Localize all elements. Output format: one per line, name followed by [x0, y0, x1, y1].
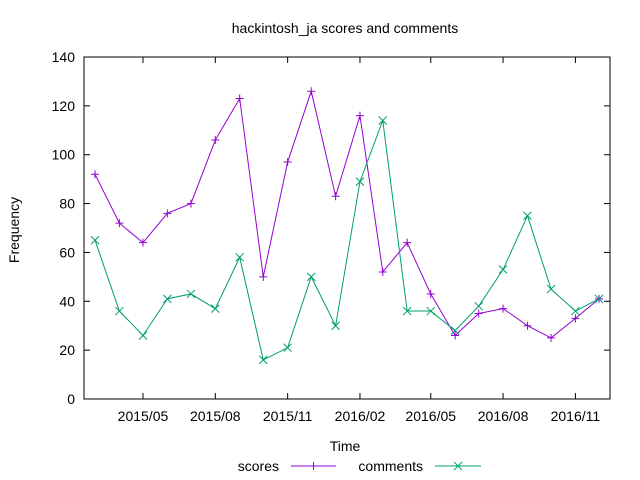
data-point-scores	[235, 94, 244, 103]
y-tick-label: 80	[59, 196, 75, 212]
x-tick-label: 2015/11	[263, 408, 313, 424]
plot-frame	[83, 56, 611, 400]
y-tick-label: 120	[52, 98, 76, 114]
x-tick-label: 2015/05	[118, 408, 169, 424]
series-line-scores	[94, 89, 600, 339]
data-point-scores	[307, 87, 316, 96]
y-tick-label: 140	[52, 49, 76, 65]
legend: scores comments	[238, 458, 481, 474]
data-point-comments	[235, 252, 245, 262]
data-point-scores	[523, 321, 532, 330]
data-point-comments	[138, 331, 148, 340]
series-line-comments	[94, 120, 600, 361]
data-point-scores	[283, 158, 292, 167]
data-point-scores	[403, 238, 412, 247]
data-point-scores	[426, 289, 435, 298]
data-point-comments	[594, 294, 604, 304]
data-point-comments	[115, 306, 124, 316]
data-point-comments	[162, 294, 172, 304]
data-point-scores	[547, 333, 556, 342]
y-axis-label: Frequency	[6, 197, 22, 263]
legend-entry-comments: comments	[358, 458, 481, 474]
data-point-comments	[402, 306, 412, 316]
legend-marker	[309, 462, 318, 470]
y-tick-label: 0	[67, 391, 75, 407]
data-point-comments	[378, 116, 388, 125]
data-point-scores	[163, 209, 172, 218]
data-point-comments	[258, 355, 268, 365]
legend-label: comments	[358, 458, 423, 474]
data-point-scores	[499, 304, 508, 313]
y-tick-label: 100	[52, 147, 76, 163]
data-point-comments	[186, 289, 196, 299]
data-point-comments	[571, 306, 580, 316]
chart-title: hackintosh_ja scores and comments	[232, 20, 458, 36]
data-point-scores	[378, 267, 387, 276]
data-point-comments	[426, 306, 436, 316]
data-point-comments	[331, 321, 340, 331]
series-comments	[90, 116, 604, 365]
y-tick-label: 60	[59, 244, 75, 260]
x-tick-label: 2016/05	[405, 408, 456, 424]
legend-marker	[453, 461, 463, 471]
y-tick-label: 40	[59, 293, 75, 309]
data-point-scores	[259, 272, 268, 281]
data-point-scores	[451, 331, 460, 340]
data-point-scores	[331, 192, 340, 201]
data-point-comments	[474, 301, 484, 311]
y-tick-label: 20	[59, 342, 75, 358]
series-scores	[91, 87, 603, 342]
data-point-comments	[306, 272, 316, 282]
data-point-comments	[355, 177, 365, 186]
data-point-comments	[523, 211, 532, 221]
x-tick-label: 2016/11	[551, 408, 601, 424]
data-point-comments	[450, 326, 460, 335]
data-point-scores	[474, 309, 483, 318]
data-point-comments	[90, 235, 100, 245]
x-tick-label: 2016/02	[335, 408, 386, 424]
legend-entry-scores: scores	[238, 458, 336, 474]
x-tick-label: 2015/08	[190, 408, 241, 424]
data-point-comments	[283, 343, 292, 353]
data-point-scores	[211, 136, 220, 145]
data-point-scores	[355, 111, 364, 120]
data-point-scores	[115, 219, 124, 228]
data-point-comments	[546, 284, 556, 294]
x-axis-label: Time	[330, 438, 361, 454]
data-point-scores	[91, 170, 100, 179]
data-point-scores	[186, 199, 195, 208]
data-point-comments	[210, 304, 220, 313]
legend-label: scores	[238, 458, 279, 474]
x-tick-label: 2016/08	[478, 408, 529, 424]
data-point-comments	[498, 265, 508, 274]
data-point-scores	[138, 238, 147, 247]
data-point-scores	[571, 314, 580, 323]
